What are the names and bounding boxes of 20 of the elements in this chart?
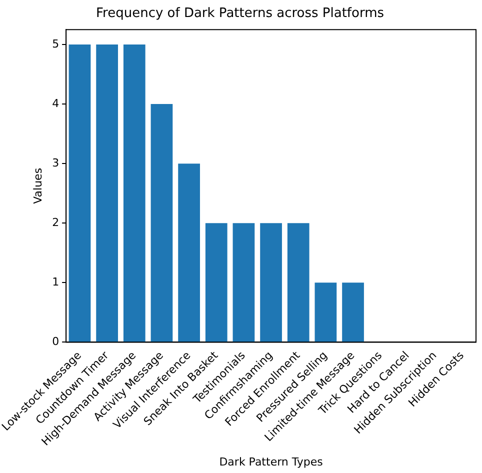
chart-title: Frequency of Dark Patterns across Platforms xyxy=(96,6,384,22)
bar xyxy=(205,223,228,342)
bar xyxy=(178,164,200,342)
y-tick-label: 3 xyxy=(52,156,60,170)
bar xyxy=(68,44,91,342)
y-tick-label: 0 xyxy=(52,335,60,348)
y-tick-label: 2 xyxy=(52,216,60,229)
y-axis-title: Values xyxy=(31,168,44,204)
y-tick-label: 4 xyxy=(52,96,60,110)
bar xyxy=(342,282,364,342)
y-tick-label: 1 xyxy=(52,276,60,289)
bar xyxy=(232,223,255,342)
bar xyxy=(96,44,118,342)
x-axis-title: Dark Pattern Types xyxy=(219,455,324,468)
bar xyxy=(123,44,146,342)
bar xyxy=(260,223,282,342)
bar xyxy=(150,104,173,342)
bar xyxy=(314,282,337,342)
y-tick-label: 5 xyxy=(52,37,60,50)
bar xyxy=(287,223,310,342)
